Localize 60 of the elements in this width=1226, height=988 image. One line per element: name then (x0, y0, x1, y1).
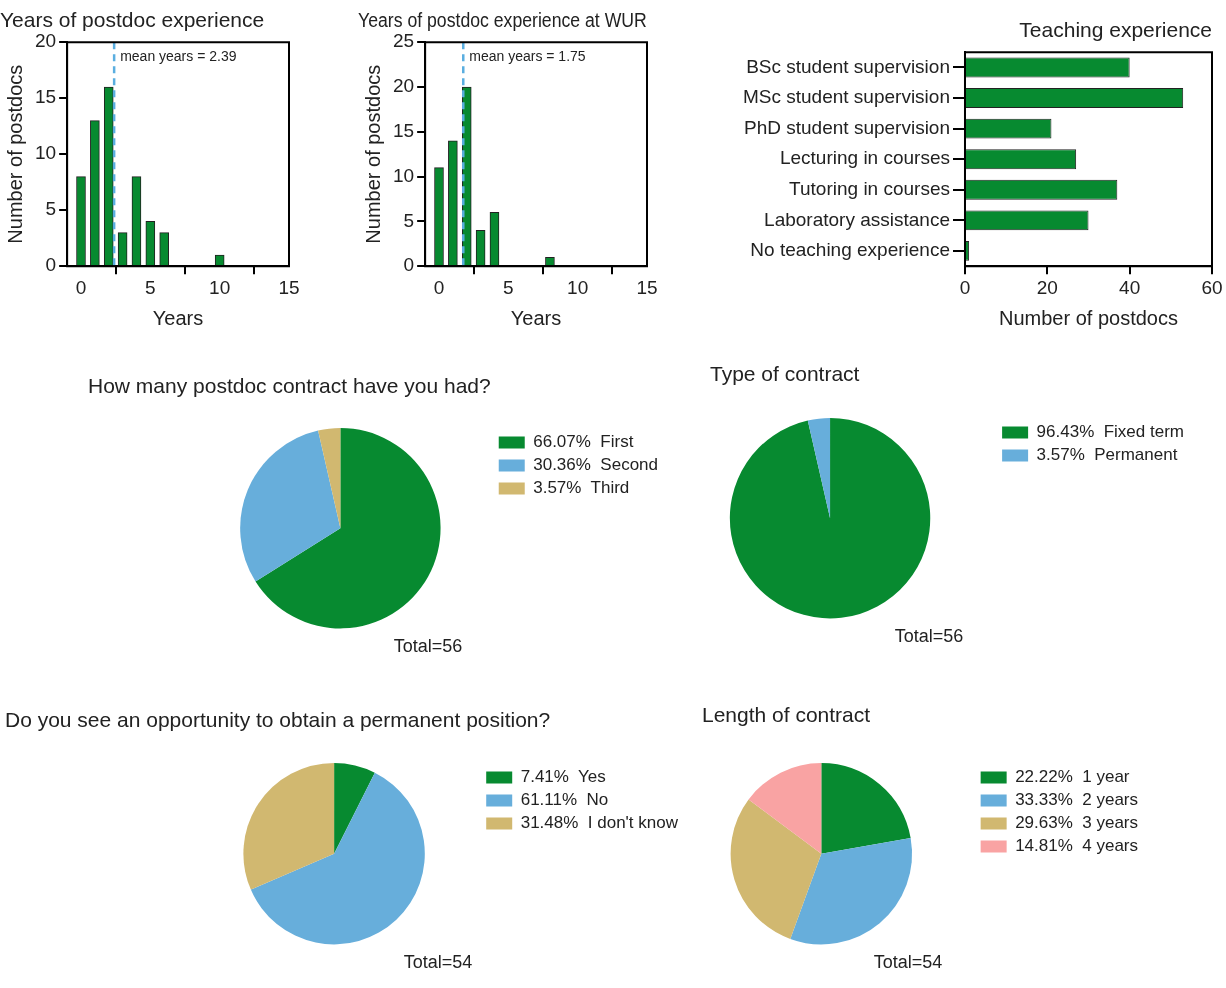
chart-title: Type of contract (710, 362, 860, 386)
text: Total=54 (873, 952, 943, 973)
x-axis-title: Number of postdocs (999, 306, 1178, 329)
x-tick-label: 40 (1119, 276, 1141, 298)
text: Total=56 (393, 636, 463, 657)
y-tick-label: 15 (392, 120, 415, 142)
chart-title: Do you see an opportunity to obtain a permanent position? (5, 708, 551, 732)
y-tick-label: BSc student supervision (746, 55, 950, 77)
x-axis-title: Years (152, 306, 204, 329)
legend-label: 7.41% Yes (520, 767, 606, 787)
y-tick-label: 10 (392, 164, 415, 186)
legend-label: 3.57% Permanent (1036, 445, 1178, 465)
y-tick-label: 0 (45, 254, 57, 276)
legend-label: 30.36% Second (533, 455, 658, 475)
legend-label: 66.07% First (533, 432, 634, 452)
x-axis-title: Years (510, 306, 562, 329)
chart-title: Length of contract (702, 703, 871, 727)
y-tick-label: 5 (403, 209, 415, 231)
legend-label: 14.81% 4 years (1015, 836, 1139, 856)
legend-label: 31.48% I don't know (520, 813, 679, 833)
y-axis-title: Number of postdocs (361, 64, 384, 244)
text: Total=54 (403, 952, 473, 973)
x-tick-label: 0 (959, 276, 971, 298)
legend-label: 96.43% Fixed term (1036, 422, 1185, 442)
ref-line-label: mean years = 2.39 (120, 48, 237, 65)
x-tick-label: 5 (503, 276, 514, 298)
y-tick-label: PhD student supervision (744, 116, 950, 138)
y-tick-label: Tutoring in courses (789, 178, 950, 200)
chart-title: Teaching experience (1019, 18, 1212, 42)
y-tick-label: 15 (34, 86, 57, 108)
chart-title: Years of postdoc experience (0, 8, 265, 32)
y-tick-label: 5 (45, 198, 57, 220)
legend-label: 33.33% 2 years (1015, 790, 1139, 810)
x-tick-label: 60 (1201, 276, 1223, 298)
y-axis-title: Number of postdocs (3, 64, 26, 244)
y-tick-label: 0 (403, 254, 415, 276)
text: Total=56 (894, 626, 964, 647)
y-tick-label: 25 (392, 30, 415, 52)
y-tick-label: MSc student supervision (742, 86, 950, 108)
ref-line-label: mean years = 1.75 (469, 48, 586, 65)
y-tick-label: 20 (34, 30, 57, 52)
y-tick-label: 10 (34, 142, 57, 164)
y-tick-label: Lecturing in courses (779, 147, 950, 169)
chart-title: Years of postdoc experience at WUR (358, 7, 647, 32)
x-tick-label: 20 (1036, 276, 1058, 298)
chart-title: How many postdoc contract have you had? (88, 374, 491, 398)
x-tick-label: 10 (567, 276, 589, 298)
y-tick-label: Laboratory assistance (764, 208, 950, 230)
y-tick-label: 20 (392, 75, 415, 97)
x-tick-label: 15 (636, 276, 658, 298)
x-tick-label: 5 (145, 276, 156, 298)
y-tick-label: No teaching experience (750, 239, 950, 261)
x-tick-label: 0 (75, 276, 87, 298)
legend-label: 3.57% Third (533, 478, 630, 498)
x-tick-label: 0 (433, 276, 445, 298)
legend-label: 61.11% No (520, 790, 609, 810)
legend-label: 22.22% 1 year (1015, 767, 1130, 787)
x-tick-label: 15 (278, 276, 300, 298)
x-tick-label: 10 (209, 276, 231, 298)
legend-label: 29.63% 3 years (1015, 813, 1139, 833)
